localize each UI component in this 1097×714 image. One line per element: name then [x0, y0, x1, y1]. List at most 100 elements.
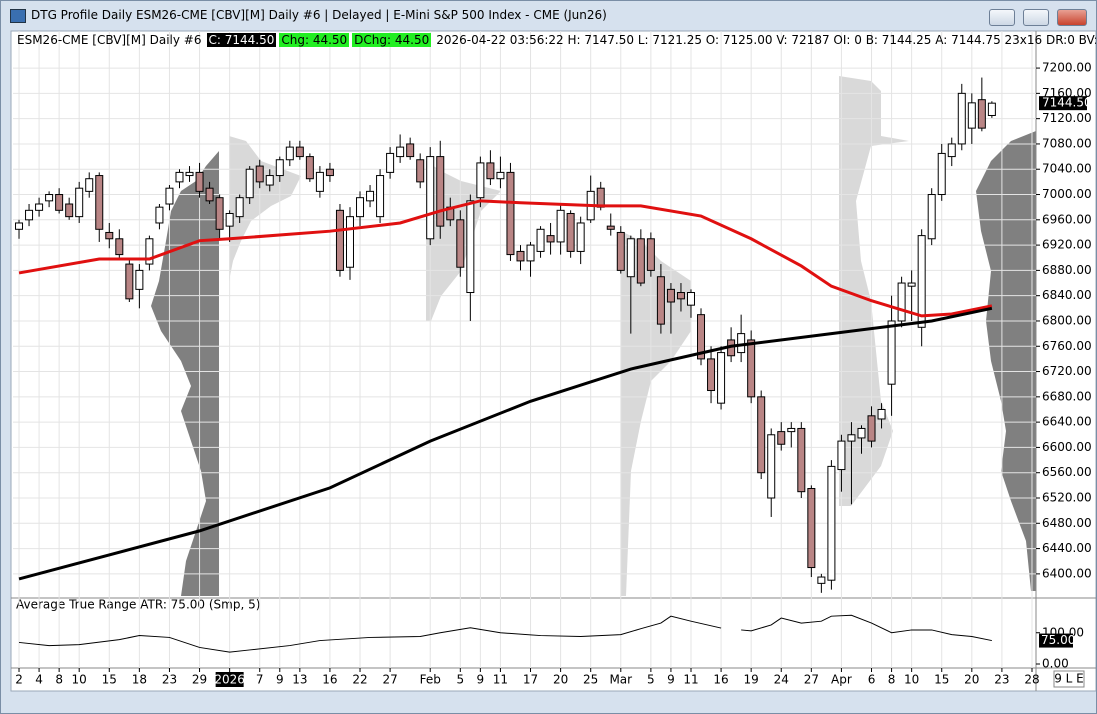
candle-body: [45, 194, 54, 202]
candle-body: [857, 427, 866, 439]
y-tick-label: 6680.00: [1042, 389, 1092, 403]
maximize-button[interactable]: [1023, 9, 1049, 26]
candle-body: [817, 576, 826, 584]
x-tick-label: 28: [1024, 673, 1039, 687]
x-tick-label: 29: [192, 673, 207, 687]
candle-body: [115, 238, 124, 256]
x-tick-label: 9: [477, 673, 485, 687]
candle-body: [15, 222, 24, 230]
candle-body: [335, 209, 344, 271]
title-bar: DTG Profile Daily ESM26-CME [CBV][M] Dai…: [1, 1, 1096, 29]
candle-body: [877, 408, 886, 420]
close-box: C: 7144.50: [206, 33, 277, 47]
candle-body: [25, 209, 34, 221]
candle-body: [215, 197, 224, 230]
y-tick-label: 7080.00: [1042, 136, 1092, 150]
candle-body: [646, 238, 655, 271]
line: [18, 199, 993, 318]
candle-body: [255, 165, 264, 183]
y-tick-label: 0.00: [1042, 657, 1069, 671]
candle-body: [406, 143, 415, 158]
candle-body: [927, 194, 936, 240]
corner-label[interactable]: 9 L E: [1054, 672, 1084, 686]
atr-tag: [1039, 633, 1073, 648]
candle-body: [396, 146, 405, 158]
quote-header: ESM26-CME [CBV][M] Daily #6 C: 7144.50 C…: [15, 33, 1096, 47]
candle-body: [325, 168, 334, 177]
candle-body: [135, 269, 144, 290]
y-tick-label: 6440.00: [1042, 541, 1092, 555]
x-tick-label: 8: [55, 673, 63, 687]
candle-body: [887, 320, 896, 385]
candle-body: [265, 175, 274, 186]
candle-body: [75, 187, 84, 218]
x-tick-label: 23: [994, 673, 1009, 687]
corner-box[interactable]: [1053, 670, 1085, 688]
x-tick-label: 7: [256, 673, 264, 687]
x-tick-label: 23: [162, 673, 177, 687]
candle-body: [566, 212, 575, 252]
line: [18, 306, 993, 581]
x-tick-label: 9: [276, 673, 284, 687]
profile: [839, 76, 909, 506]
candle-body: [807, 488, 816, 569]
x-tick-label: 25: [583, 673, 598, 687]
x-tick-label: Apr: [831, 673, 852, 687]
candle-body: [616, 231, 625, 271]
y-tick-label: 6720.00: [1042, 364, 1092, 378]
candle-body: [917, 235, 926, 328]
x-tick-label: 18: [132, 673, 147, 687]
y-tick-label: 7120.00: [1042, 111, 1092, 125]
candle-body: [666, 288, 675, 303]
candle-body: [686, 292, 695, 306]
last-price-tag: [1039, 96, 1087, 111]
candle-body: [476, 162, 485, 199]
candle-body: [636, 238, 645, 284]
candle-body: [546, 235, 555, 243]
x-tick-label: 27: [382, 673, 397, 687]
candle-body: [496, 171, 505, 180]
candle-body: [526, 244, 535, 262]
y-tick-label: 6560.00: [1042, 465, 1092, 479]
candle-body: [506, 171, 515, 256]
candle-body: [707, 358, 716, 392]
candle-body: [155, 206, 164, 224]
x-tick-label: 5: [647, 673, 655, 687]
candle-body: [275, 159, 284, 177]
x-tick-label: 24: [774, 673, 789, 687]
change-box: Chg: 44.50: [279, 33, 350, 47]
x-tick-label: 9: [667, 673, 675, 687]
y-tick-label: 6840.00: [1042, 288, 1092, 302]
candle-body: [987, 102, 996, 116]
candle-body: [536, 228, 545, 252]
x-tick-label: 19: [744, 673, 759, 687]
chart-background: [10, 30, 1096, 692]
x-tick-label: 10: [904, 673, 919, 687]
x-tick-label: 13: [292, 673, 307, 687]
y-tick-label: 6400.00: [1042, 566, 1092, 580]
candle-body: [195, 171, 204, 192]
candle-body: [656, 276, 665, 325]
candle-body: [345, 216, 354, 268]
close-button[interactable]: [1057, 9, 1087, 26]
candle-body: [456, 219, 465, 268]
minimize-button[interactable]: [989, 9, 1015, 26]
y-tick-label: 7000.00: [1042, 187, 1092, 201]
candle-body: [466, 200, 475, 294]
y-tick-label: 7200.00: [1042, 61, 1092, 75]
candle-body: [967, 102, 976, 129]
atr-title: Average True Range ATR: 75.00 (Smp, 5): [16, 598, 260, 612]
year-highlight: [215, 672, 244, 687]
candle-body: [426, 156, 435, 240]
candle-body: [185, 171, 194, 177]
candle-body: [366, 190, 375, 202]
candle-body: [777, 431, 786, 445]
candle-body: [947, 143, 956, 158]
candle-body: [606, 225, 615, 230]
candle-body: [787, 427, 796, 433]
y-tick-label: 6760.00: [1042, 339, 1092, 353]
y-tick-label: 6520.00: [1042, 491, 1092, 505]
candle-body: [907, 282, 916, 287]
